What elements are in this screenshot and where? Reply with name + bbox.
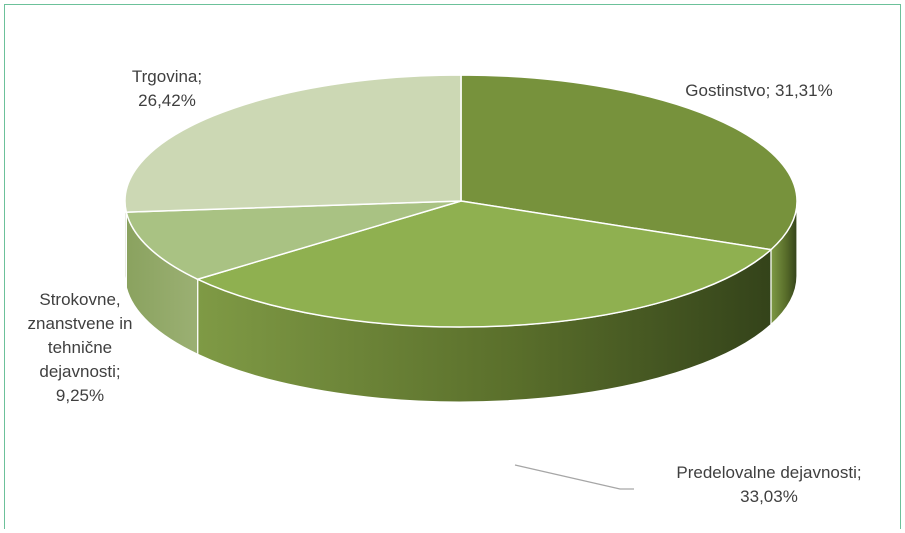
pie-slice-gostinstvo — [460, 74, 798, 251]
pie-slice-strokovne-znanstvene-in-tehnicne-dejavnosti — [125, 200, 462, 281]
leader-line-predelovalne-dejavnosti — [514, 464, 634, 490]
data-label-predelovalne-dejavnosti: 33,03% — [740, 487, 798, 506]
data-label-strokovne-znanstvene-in-tehnicne-dejavnosti: znanstvene in — [28, 314, 133, 333]
data-label-strokovne-znanstvene-in-tehnicne-dejavnosti: tehnične — [48, 338, 112, 357]
data-label-predelovalne-dejavnosti: Predelovalne dejavnosti; — [676, 463, 861, 482]
pie-slice-trgovina — [124, 74, 462, 213]
data-label-trgovina: Trgovina; — [132, 67, 202, 86]
chart-frame — [4, 4, 901, 529]
data-label-trgovina: 26,42% — [138, 91, 196, 110]
pie-slice-predelovalne-dejavnosti — [195, 200, 773, 328]
data-label-strokovne-znanstvene-in-tehnicne-dejavnosti: dejavnosti; — [39, 362, 120, 381]
data-label-strokovne-znanstvene-in-tehnicne-dejavnosti: Strokovne, — [39, 290, 120, 309]
data-label-gostinstvo: Gostinstvo; 31,31% — [685, 81, 832, 100]
data-label-strokovne-znanstvene-in-tehnicne-dejavnosti: 9,25% — [56, 386, 104, 405]
